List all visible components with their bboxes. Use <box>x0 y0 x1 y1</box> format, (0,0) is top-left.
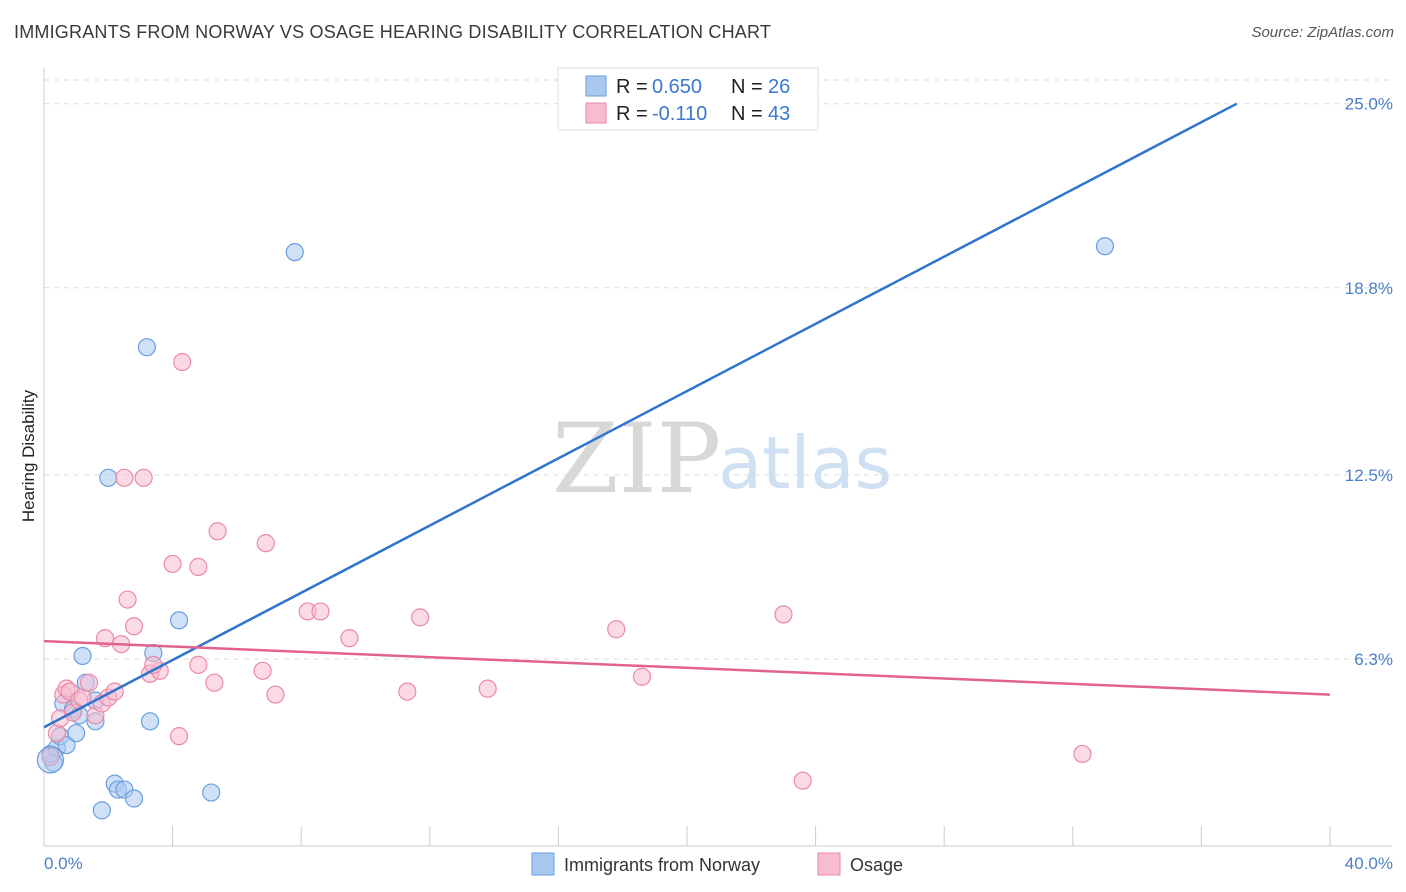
watermark: ZIP atlas <box>552 403 892 515</box>
source-label: Source: ZipAtlas.com <box>1251 24 1394 41</box>
osage-trend-line <box>43 639 1331 696</box>
y-tick-label: 25.0% <box>1345 95 1393 114</box>
legend-r-label-norway: R = <box>616 76 648 98</box>
norway-point <box>202 783 221 802</box>
osage-point <box>478 679 497 698</box>
x-tick-label-min: 0.0% <box>44 854 83 873</box>
series-legend: Immigrants from Norway Osage <box>531 852 903 876</box>
osage-point <box>340 629 359 648</box>
bottom-legend-swatch-norway <box>531 852 555 876</box>
x-axis-ticks <box>43 826 1331 846</box>
grid-lines <box>44 79 1392 660</box>
osage-point <box>41 747 60 767</box>
y-axis-label: Hearing Disability <box>19 389 38 522</box>
osage-point <box>311 602 330 621</box>
osage-point <box>266 685 285 704</box>
norway-point <box>124 789 144 808</box>
norway-point <box>169 611 189 630</box>
chart-title: IMMIGRANTS FROM NORWAY VS OSAGE HEARING … <box>14 22 772 42</box>
watermark-atlas: atlas <box>718 421 892 505</box>
osage-point <box>169 727 189 746</box>
norway-point <box>99 468 118 487</box>
norway-cluster-point <box>36 746 65 774</box>
y-tick-label: 18.8% <box>1345 279 1393 298</box>
osage-point <box>189 655 208 674</box>
osage-point <box>79 673 99 692</box>
osage-point <box>115 468 134 487</box>
norway-trend-line <box>43 102 1238 729</box>
correlation-legend: R = 0.650 N = 26 R = -0.110 N = 43 <box>557 67 819 131</box>
osage-point <box>632 667 652 686</box>
osage-point <box>163 554 182 574</box>
y-tick-label: 12.5% <box>1345 466 1393 485</box>
bottom-legend-label-norway: Immigrants from Norway <box>564 855 760 875</box>
osage-point <box>774 605 793 624</box>
legend-n-label-osage: N = <box>731 103 763 125</box>
osage-point <box>47 724 66 743</box>
bottom-legend-label-osage: Osage <box>850 855 903 875</box>
osage-point <box>124 617 144 636</box>
legend-n-value-osage: 43 <box>768 103 790 125</box>
norway-point <box>137 338 156 357</box>
legend-swatch-osage <box>585 102 607 124</box>
norway-point <box>285 243 304 262</box>
bottom-legend-swatch-osage <box>817 852 841 876</box>
y-tick-labels: 6.3% 12.5% 18.8% 25.0% <box>1345 95 1393 669</box>
y-tick-label: 6.3% <box>1354 650 1393 669</box>
legend-n-value-norway: 26 <box>768 76 790 98</box>
norway-point <box>92 801 111 820</box>
osage-point <box>189 557 208 576</box>
osage-point <box>793 771 812 790</box>
osage-point <box>118 590 137 609</box>
axes <box>43 68 1392 847</box>
x-tick-label-max: 40.0% <box>1345 854 1393 873</box>
osage-point <box>411 608 430 627</box>
trend-lines <box>43 102 1331 729</box>
legend-r-label-osage: R = <box>616 103 648 125</box>
osage-point <box>134 468 153 487</box>
osage-point <box>253 661 272 680</box>
osage-point <box>208 522 227 541</box>
osage-point <box>256 534 275 553</box>
legend-n-label-norway: N = <box>731 76 763 98</box>
osage-point <box>607 620 626 639</box>
legend-r-value-norway: 0.650 <box>652 76 702 98</box>
points-layer <box>36 237 1115 820</box>
norway-point <box>57 735 76 755</box>
legend-swatch-norway <box>585 75 607 97</box>
osage-point <box>1073 744 1092 764</box>
osage-point <box>173 352 192 372</box>
norway-point <box>73 646 92 666</box>
norway-point <box>1095 237 1115 256</box>
watermark-zip: ZIP <box>552 403 721 515</box>
norway-point <box>140 712 160 731</box>
legend-r-value-osage: -0.110 <box>652 103 707 125</box>
norway-point <box>67 724 86 743</box>
osage-point <box>398 682 417 701</box>
osage-point <box>205 673 224 692</box>
